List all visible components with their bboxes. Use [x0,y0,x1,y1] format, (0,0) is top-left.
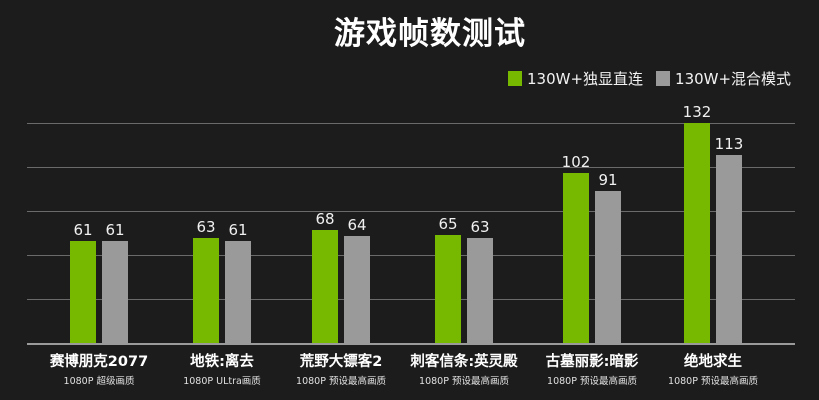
bar-value-label: 61 [73,221,93,239]
category-label: 绝地求生 [684,354,742,370]
gridline [27,255,795,256]
category-subtitle: 1080P 预设最高画质 [296,376,386,387]
bar-dedicated-gpu [70,241,96,343]
legend-label: 130W+混合模式 [675,70,792,88]
bar-hybrid-mode [716,155,742,343]
bar-hybrid-mode [595,191,621,343]
gridline [27,299,795,300]
bar-value-label: 63 [196,218,216,236]
bar-hybrid-mode [467,238,493,343]
bar-hybrid-mode [225,241,251,343]
bar-dedicated-gpu [435,235,461,343]
bar-hybrid-mode [102,241,128,343]
gridline [27,123,795,124]
category-label: 古墓丽影:暗影 [545,354,639,370]
bar-value-label: 61 [105,221,125,239]
category-subtitle: 1080P 预设最高画质 [547,376,637,387]
category-subtitle: 1080P 预设最高画质 [419,376,509,387]
bar-dedicated-gpu [684,123,710,343]
category-subtitle: 1080P ULtra画质 [183,376,261,387]
legend-swatch-gray-icon [656,71,671,86]
bar-dedicated-gpu [563,173,589,343]
bar-value-label: 63 [470,218,490,236]
bar-dedicated-gpu [312,230,338,343]
legend-swatch-green-icon [508,71,522,86]
category-label: 赛博朋克2077 [49,354,149,370]
legend-label: 130W+独显直连 [527,70,644,88]
bar-value-label: 68 [315,210,335,228]
plot-area: 61 61 赛博朋克2077 1080P 超级画质 63 61 地铁:离去 1080P ULt… [27,0,795,400]
bar-hybrid-mode [344,236,370,343]
category-subtitle: 1080P 超级画质 [63,376,135,387]
category-label: 刺客信条:英灵殿 [410,354,518,370]
bar-value-label: 113 [714,135,744,153]
category-subtitle: 1080P 预设最高画质 [668,376,758,387]
bar-value-label: 64 [347,216,367,234]
bar-value-label: 61 [228,221,248,239]
chart-title: 游戏帧数测试 [334,16,526,52]
bar-value-label: 91 [598,171,618,189]
gridline [27,211,795,212]
gridline [27,167,795,168]
category-label: 地铁:离去 [190,354,254,370]
bar-value-label: 65 [438,215,458,233]
bar-value-label: 132 [682,103,712,121]
category-label: 荒野大镖客2 [299,354,383,370]
legend-item-dedicated-gpu: 130W+独显直连 [508,68,643,89]
chart-legend: 130W+独显直连 130W+混合模式 [508,68,804,89]
bar-dedicated-gpu [193,238,219,343]
x-axis-baseline [27,343,795,345]
bar-value-label: 102 [561,153,591,171]
legend-item-hybrid-mode: 130W+混合模式 [656,68,791,89]
